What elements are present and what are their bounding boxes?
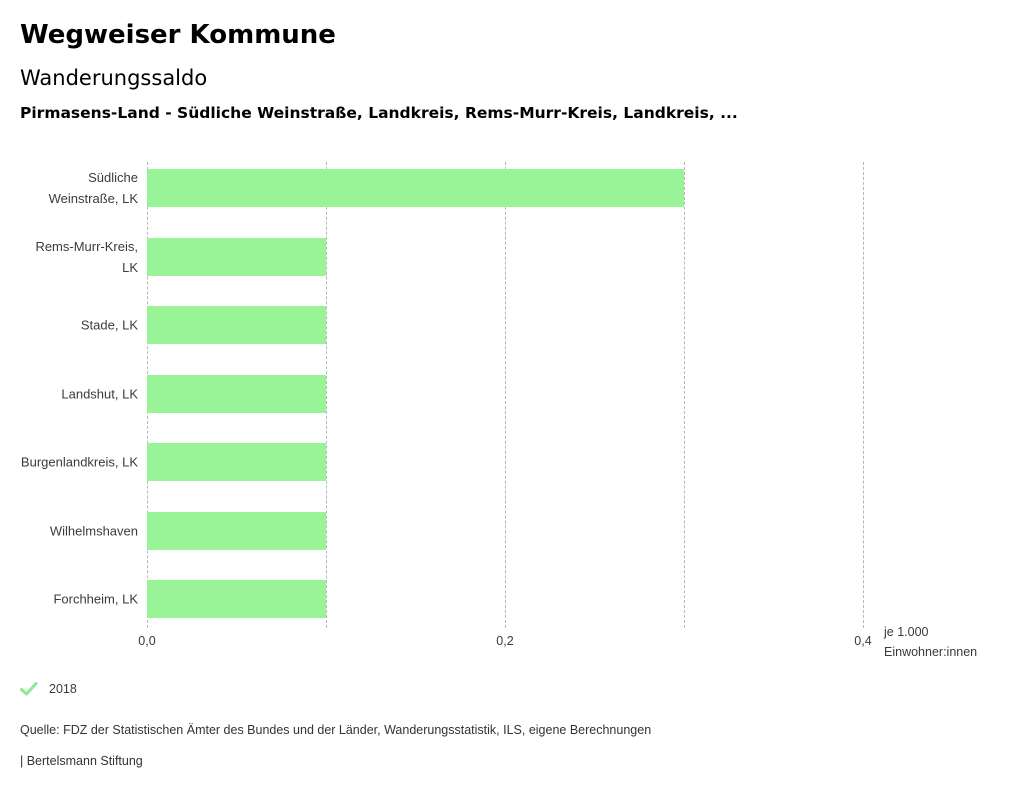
bar-stade-lk[interactable] bbox=[147, 306, 326, 344]
bar-wilhelmshaven[interactable] bbox=[147, 511, 326, 550]
gridline bbox=[505, 162, 506, 628]
check-icon bbox=[20, 682, 38, 696]
x-axis-unit-label: je 1.000 Einwohner:innen bbox=[884, 622, 977, 662]
gridline bbox=[326, 162, 327, 628]
x-axis: 0,0 0,2 0,4 bbox=[138, 634, 871, 654]
legend-item-label: 2018 bbox=[49, 682, 77, 696]
x-axis-unit-line2: Einwohner:innen bbox=[884, 645, 978, 659]
bar-forchheim-lk[interactable] bbox=[147, 580, 326, 618]
x-tick-label: 0,0 bbox=[138, 634, 156, 648]
category-label: Wilhelmshaven bbox=[49, 523, 138, 538]
category-label: Südliche Weinstraße, LK bbox=[48, 170, 138, 206]
x-tick-label: 0,4 bbox=[854, 634, 872, 648]
category-label: Landshut, LK bbox=[61, 386, 138, 401]
source-text: Quelle: FDZ der Statistischen Ämter des … bbox=[20, 723, 652, 737]
legend-item-2018[interactable]: 2018 bbox=[20, 682, 77, 696]
category-label: Burgenlandkreis, LK bbox=[20, 454, 138, 470]
chart-title: Wanderungssaldo bbox=[20, 66, 208, 90]
x-axis-unit-line1: je 1.000 bbox=[884, 625, 929, 639]
gridline bbox=[863, 162, 864, 628]
gridline bbox=[684, 162, 685, 628]
bar-landshut-lk[interactable] bbox=[147, 374, 326, 413]
category-label: Forchheim, LK bbox=[53, 591, 138, 607]
bar-rems-murr-kreis-lk[interactable] bbox=[147, 237, 326, 276]
bar-s-dliche-weinstra-e-lk[interactable] bbox=[147, 169, 684, 207]
category-label: Rems-Murr-Kreis, LK bbox=[35, 238, 138, 275]
bar-burgenlandkreis-lk[interactable] bbox=[147, 443, 326, 481]
chart-selection-subtitle: Pirmasens-Land - Südliche Weinstraße, La… bbox=[20, 104, 738, 122]
page-title: Wegweiser Kommune bbox=[20, 20, 336, 50]
plot-area bbox=[147, 162, 864, 628]
category-label: Stade, LK bbox=[80, 317, 138, 333]
category-labels: Südliche Weinstraße, LK Rems-Murr-Kreis, … bbox=[18, 162, 138, 628]
attribution-text: | Bertelsmann Stiftung bbox=[20, 754, 143, 768]
x-tick-label: 0,2 bbox=[496, 634, 514, 648]
